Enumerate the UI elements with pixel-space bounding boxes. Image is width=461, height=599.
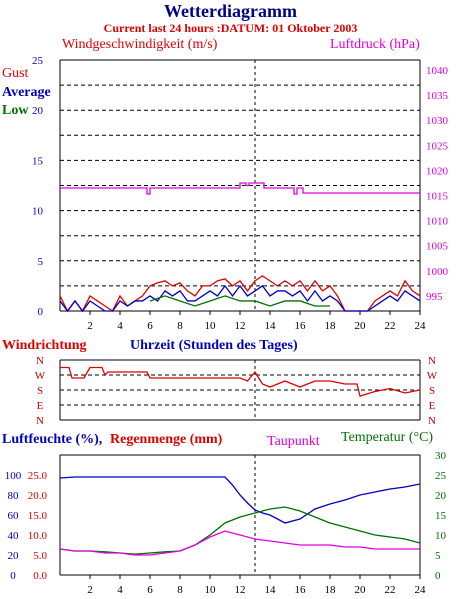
pressure-y-tick-label: 1020 bbox=[426, 165, 449, 177]
rain-tick-label: 15.0 bbox=[28, 510, 48, 522]
pressure-y-tick-label: 1015 bbox=[426, 191, 449, 203]
humidity-tick-label: 0 bbox=[10, 570, 16, 582]
rain-axis-label: Regenmenge (mm) bbox=[110, 432, 223, 447]
pressure-y-tick-label: 1000 bbox=[426, 266, 449, 278]
rain-tick-label: 10.0 bbox=[28, 530, 48, 542]
chart-title: Wetterdiagramm bbox=[164, 1, 297, 21]
wind-x-tick-label: 16 bbox=[295, 320, 307, 332]
wind-x-tick-label: 22 bbox=[385, 320, 396, 332]
climate-x-tick-label: 14 bbox=[265, 584, 277, 596]
climate-x-tick-label: 16 bbox=[295, 584, 307, 596]
legend-low: Low bbox=[2, 103, 29, 118]
wind-x-tick-label: 2 bbox=[87, 320, 93, 332]
temperature-axis-label: Temperatur (°C) bbox=[341, 430, 434, 445]
temperature-tick-label: 15 bbox=[435, 510, 447, 522]
wind-speed-axis-label: Windgeschwindigkeit (m/s) bbox=[62, 37, 218, 52]
climate-x-tick-label: 6 bbox=[147, 584, 153, 596]
direction-right-tick-label: N bbox=[428, 355, 436, 367]
temperature-tick-label: 25 bbox=[435, 470, 447, 482]
rain-tick-label: 5.0 bbox=[33, 550, 47, 562]
temperature-tick-label: 10 bbox=[435, 530, 447, 542]
climate-x-tick-label: 12 bbox=[235, 584, 246, 596]
wind-x-tick-label: 14 bbox=[265, 320, 277, 332]
humidity-tick-label: 100 bbox=[5, 470, 22, 482]
humidity-tick-label: 60 bbox=[8, 510, 20, 522]
wind-y-tick-label: 5 bbox=[38, 256, 44, 268]
climate-x-tick-label: 8 bbox=[177, 584, 183, 596]
direction-left-tick-label: N bbox=[36, 355, 44, 367]
pressure-y-tick-label: 1030 bbox=[426, 115, 449, 127]
direction-right-tick-label: S bbox=[429, 385, 435, 397]
wind-y-tick-label: 20 bbox=[32, 105, 44, 117]
pressure-y-tick-label: 1010 bbox=[426, 216, 449, 228]
pressure-y-tick-label: 1035 bbox=[426, 90, 449, 102]
climate-x-tick-label: 2 bbox=[87, 584, 93, 596]
direction-right-tick-label: W bbox=[427, 370, 438, 382]
series-line-taupunkt bbox=[59, 530, 420, 556]
pressure-y-tick-label: 995 bbox=[426, 291, 443, 303]
wind-x-tick-label: 20 bbox=[355, 320, 367, 332]
direction-right-tick-label: N bbox=[428, 415, 436, 427]
humidity-tick-label: 40 bbox=[8, 530, 20, 542]
series-line-average bbox=[59, 284, 421, 313]
series-line-temperatur bbox=[59, 506, 421, 555]
pressure-y-tick-label: 1025 bbox=[426, 140, 449, 152]
chart-subtitle: Current last 24 hours :DATUM: 01 Oktober… bbox=[103, 21, 358, 35]
wind-x-tick-label: 18 bbox=[325, 320, 337, 332]
series-line-windrichtung bbox=[60, 366, 421, 397]
temperature-tick-label: 5 bbox=[435, 550, 441, 562]
temperature-tick-label: 20 bbox=[435, 490, 447, 502]
wind-x-tick-label: 8 bbox=[177, 320, 183, 332]
series-line-low bbox=[149, 295, 330, 307]
pressure-axis-label: Luftdruck (hPa) bbox=[330, 37, 420, 52]
time-axis-label: Uhrzeit (Stunden des Tages) bbox=[130, 338, 298, 353]
legend-gust: Gust bbox=[2, 66, 29, 81]
wind-x-tick-label: 4 bbox=[117, 320, 123, 332]
series-line-gust bbox=[59, 275, 421, 313]
direction-left-tick-label: S bbox=[37, 385, 43, 397]
rain-tick-label: 25.0 bbox=[28, 470, 48, 482]
wind-y-tick-label: 0 bbox=[38, 306, 44, 318]
wind-y-tick-label: 25 bbox=[32, 55, 44, 67]
pressure-y-tick-label: 1040 bbox=[426, 65, 449, 77]
humidity-tick-label: 80 bbox=[8, 490, 20, 502]
climate-x-tick-label: 24 bbox=[415, 584, 427, 596]
direction-left-tick-label: N bbox=[36, 415, 44, 427]
climate-x-tick-label: 20 bbox=[355, 584, 367, 596]
climate-x-tick-label: 10 bbox=[205, 584, 217, 596]
direction-left-tick-label: E bbox=[37, 400, 44, 412]
humidity-axis-label: Luftfeuchte (%), bbox=[2, 432, 103, 447]
series-line-luftdruck bbox=[60, 182, 420, 195]
pressure-y-tick-label: 1005 bbox=[426, 241, 449, 253]
series-line-luftfeuchte bbox=[59, 476, 421, 524]
rain-tick-label: 0.0 bbox=[33, 570, 47, 582]
wind-direction-label: Windrichtung bbox=[2, 338, 87, 353]
direction-left-tick-label: W bbox=[35, 370, 46, 382]
climate-x-tick-label: 22 bbox=[385, 584, 396, 596]
wind-y-tick-label: 10 bbox=[32, 206, 44, 218]
dewpoint-label: Taupunkt bbox=[267, 434, 320, 449]
humidity-tick-label: 20 bbox=[8, 550, 20, 562]
direction-right-tick-label: E bbox=[429, 400, 436, 412]
temperature-tick-label: 0 bbox=[435, 570, 441, 582]
wind-x-tick-label: 12 bbox=[235, 320, 246, 332]
climate-x-tick-label: 4 bbox=[117, 584, 123, 596]
wind-y-tick-label: 15 bbox=[32, 155, 44, 167]
wind-x-tick-label: 6 bbox=[147, 320, 153, 332]
legend-average: Average bbox=[2, 85, 51, 100]
wind-x-tick-label: 24 bbox=[415, 320, 427, 332]
temperature-tick-label: 30 bbox=[435, 450, 447, 462]
climate-x-tick-label: 18 bbox=[325, 584, 337, 596]
rain-tick-label: 20.0 bbox=[28, 490, 48, 502]
wind-x-tick-label: 10 bbox=[205, 320, 217, 332]
